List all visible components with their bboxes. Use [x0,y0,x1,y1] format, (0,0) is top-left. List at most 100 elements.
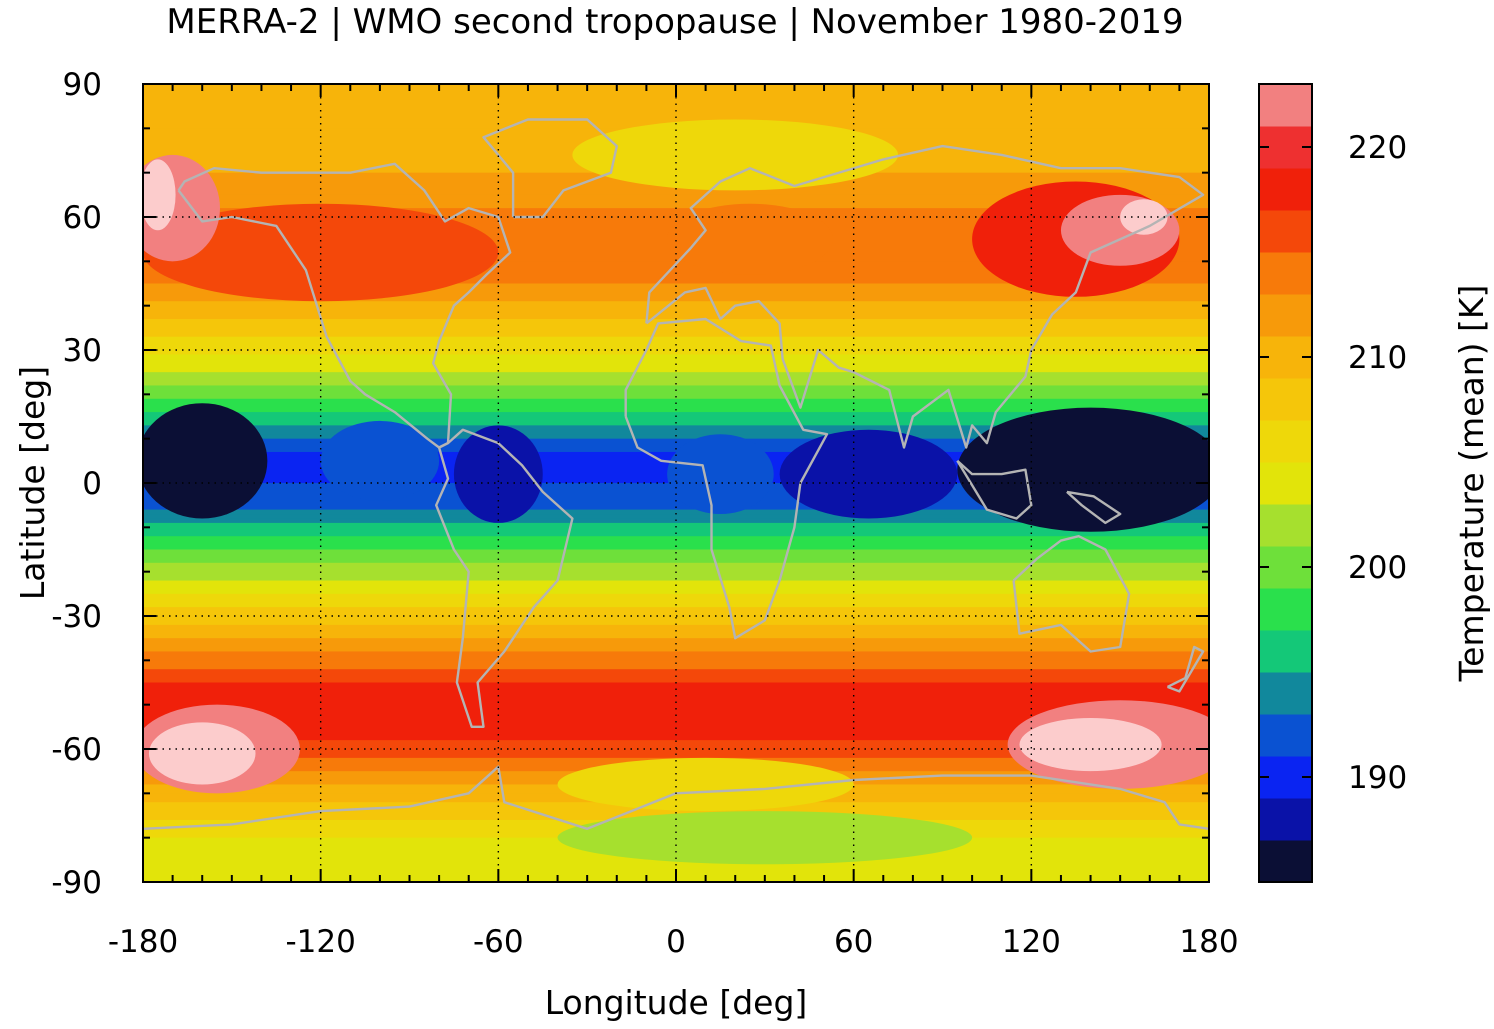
feature-cool-antarctic-rim [557,757,854,812]
heatmap-band [143,514,1209,520]
heatmap-band [143,651,1209,657]
colorbar-band [1259,630,1312,673]
heatmap-band [143,607,1209,613]
heatmap-band [143,527,1209,533]
heatmap-band [143,567,1209,573]
heatmap-band [143,859,1209,865]
colorbar-band [1259,504,1312,547]
feature-cool-arctic [572,119,899,191]
heatmap-band [143,110,1209,116]
colorbar-tick-label: 200 [1348,550,1407,586]
heatmap-band [143,106,1209,112]
y-tick-label: 60 [63,200,102,236]
colorbar [1259,84,1312,883]
feature-cold-central-pacific [143,403,268,519]
heatmap-band [143,403,1209,409]
y-axis-label: Latitude [deg] [13,366,52,600]
heatmap-band [143,740,1209,746]
heatmap-band [143,580,1209,586]
coastline [1166,645,1205,693]
colorbar-tick-label: 210 [1348,340,1407,376]
heatmap-band [143,350,1209,356]
coastline [1066,490,1122,525]
heatmap-band [143,726,1209,732]
heatmap-band [143,279,1209,285]
heatmap-band [143,412,1209,418]
heatmap-band [143,447,1209,453]
y-tick-label: 30 [63,333,102,369]
coastline [956,459,1033,520]
colorbar-band [1259,714,1312,757]
heatmap-band [143,354,1209,360]
heatmap-band [143,584,1209,590]
feature-cold-indian-ocean [779,429,958,519]
heatmap-band [143,811,1209,817]
y-tick-label: -90 [51,865,102,901]
heatmap-band [143,616,1209,622]
heatmap-band [143,558,1209,564]
heatmap-band [143,864,1209,870]
heatmap-band [143,553,1209,559]
x-tick-label: -120 [285,924,355,960]
y-axis: 90 60 30 0 -30 -60 -90 [51,67,1209,901]
x-tick-label: 0 [666,924,686,960]
heatmap-band [143,664,1209,670]
colorbar-band [1259,378,1312,421]
heatmap-band [143,620,1209,626]
colorbar-tick-label: 190 [1348,760,1407,796]
heatmap-band [143,190,1209,196]
heatmap-band [143,717,1209,723]
colorbar-band [1259,168,1312,211]
heatmap-band [143,598,1209,604]
heatmap-band [143,274,1209,280]
feature-warm-bering [143,159,176,231]
heatmap-band [143,678,1209,684]
heatmap-band [143,500,1209,506]
chart-title: MERRA-2 | WMO second tropopause | Novemb… [166,2,1183,42]
heatmap-band [143,669,1209,675]
colorbar-tick-label: 220 [1348,130,1407,166]
heatmap-band [143,434,1209,440]
y-tick-label: 0 [82,466,102,502]
feature-warm-south-pacific-e-core [1019,717,1162,772]
coastline [435,428,574,728]
heatmap-band [143,629,1209,635]
heatmap-band [143,496,1209,502]
heatmap-band [143,203,1209,209]
coastline [482,118,618,219]
colorbar-band [1259,210,1312,253]
heatmap-band [143,722,1209,728]
heatmap-band [143,305,1209,311]
heatmap-band [143,536,1209,542]
colorbar-band [1259,420,1312,463]
heatmap-band [143,398,1209,404]
heatmap-band [143,314,1209,320]
heatmap-band [143,695,1209,701]
heatmap-band [143,531,1209,537]
feature-warm-north-america [143,203,499,302]
heatmap-band [143,611,1209,617]
grid-lines [143,84,1209,882]
x-axis-label: Longitude [deg] [545,983,808,1022]
x-tick-label: -60 [473,924,524,960]
colorbar-band [1259,588,1312,631]
colorbar-band [1259,672,1312,715]
heatmap-band [143,735,1209,741]
coastline [1012,535,1131,653]
feature-cold-west-pacific [957,407,1209,532]
heatmap-band [143,287,1209,293]
heatmap-band [143,292,1209,298]
heatmap-band [143,624,1209,630]
heatmap-band [143,345,1209,351]
heatmap-band [143,301,1209,307]
y-tick-label: 90 [63,67,102,103]
colorbar-frame [1258,83,1313,883]
heatmap-band [143,429,1209,435]
colorbar-band [1259,252,1312,295]
heatmap-band [143,217,1209,223]
coastline [177,162,512,449]
colorbar-band [1259,294,1312,337]
heatmap-band [143,509,1209,515]
heatmap-band [143,638,1209,644]
